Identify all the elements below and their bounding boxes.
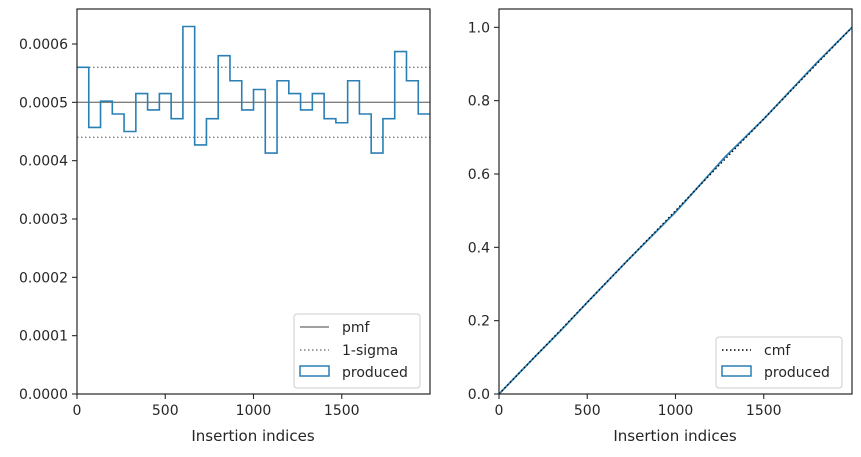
pmf-x-tick-label: 500 bbox=[152, 403, 179, 419]
pmf-y-tick-label: 0.0001 bbox=[19, 329, 68, 345]
cmf-x-tick-label: 0 bbox=[495, 403, 504, 419]
cmf-y-tick-label: 0.4 bbox=[468, 240, 490, 256]
pmf-legend-produced-label: produced bbox=[342, 365, 408, 381]
pmf-legend-sigma-label: 1-sigma bbox=[342, 343, 398, 359]
pmf-legend-produced-swatch bbox=[299, 365, 330, 377]
pmf-legend-box bbox=[293, 313, 421, 389]
pmf-legend: pmf 1-sigma produced bbox=[293, 313, 421, 389]
cmf-x-tick-label: 500 bbox=[574, 403, 601, 419]
pmf-plot-area bbox=[77, 25, 430, 154]
cmf-y-tick-label: 0.0 bbox=[468, 387, 490, 403]
cmf-x-axis-label: Insertion indices bbox=[613, 427, 736, 445]
pmf-panel: 0 500 1000 1500 0.0000 0.0001 0.0002 0.0003 0.00… bbox=[19, 8, 431, 445]
pmf-y-tick-label: 0.0002 bbox=[19, 270, 68, 286]
pmf-ticks: 0 500 1000 1500 0.0000 0.0001 0.0002 0.0003 0.00… bbox=[19, 37, 360, 419]
pmf-x-tick-label: 0 bbox=[73, 403, 82, 419]
pmf-x-tick-label: 1500 bbox=[324, 403, 360, 419]
cmf-y-tick-label: 0.8 bbox=[468, 94, 490, 110]
cmf-ticks: 0 500 1000 1500 0.0 0.2 0.4 0.6 0.8 1.0 bbox=[468, 20, 782, 419]
cmf-y-tick-label: 0.6 bbox=[468, 167, 490, 183]
cmf-axes-frame bbox=[498, 8, 853, 395]
cmf-plot-area bbox=[498, 26, 853, 395]
pmf-y-tick-label: 0.0004 bbox=[19, 154, 68, 170]
cmf-panel: 0 500 1000 1500 0.0 0.2 0.4 0.6 0.8 1.0 Insertion… bbox=[468, 8, 853, 445]
cmf-legend: cmf produced bbox=[715, 336, 843, 389]
pmf-legend-pmf-label: pmf bbox=[342, 320, 371, 336]
cmf-legend-produced-label: produced bbox=[764, 365, 830, 381]
cmf-legend-produced-swatch bbox=[721, 365, 752, 377]
pmf-x-axis-label: Insertion indices bbox=[191, 427, 314, 445]
cmf-x-tick-label: 1500 bbox=[746, 403, 782, 419]
pmf-y-tick-label: 0.0005 bbox=[19, 95, 68, 111]
produced-step-series bbox=[77, 25, 430, 154]
cmf-legend-cmf-label: cmf bbox=[764, 343, 791, 359]
pmf-y-tick-label: 0.0000 bbox=[19, 387, 68, 403]
cmf-y-tick-label: 0.2 bbox=[468, 314, 490, 330]
cmf-x-tick-label: 1000 bbox=[658, 403, 694, 419]
pmf-y-tick-label: 0.0003 bbox=[19, 212, 68, 228]
pmf-y-tick-label: 0.0006 bbox=[19, 37, 68, 53]
pmf-x-tick-label: 1000 bbox=[236, 403, 272, 419]
cmf-line bbox=[498, 26, 853, 395]
cmf-y-tick-label: 1.0 bbox=[468, 20, 490, 36]
